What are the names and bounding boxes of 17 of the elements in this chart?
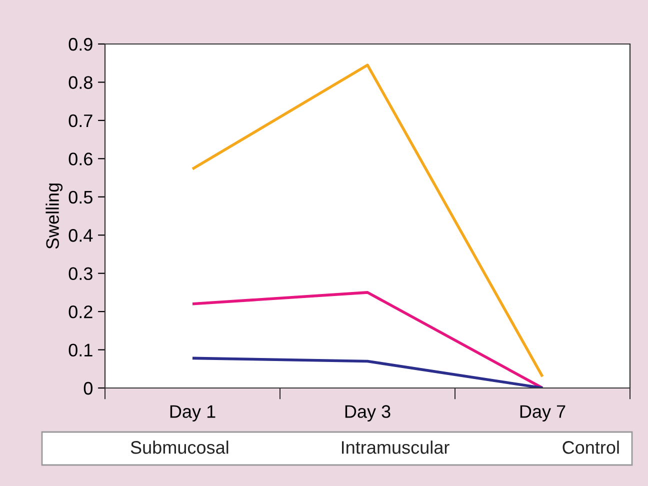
y-tick-label: 0.4 <box>68 229 93 242</box>
x-tick-label: Day 7 <box>520 405 566 422</box>
x-tick-label: Day 1 <box>170 405 216 422</box>
y-tick-label: 0.5 <box>68 190 92 204</box>
y-tick-label: 0.9 <box>68 38 92 51</box>
y-tick-label: 0.8 <box>68 76 92 89</box>
text: Control <box>562 440 619 454</box>
text: Submucosal <box>130 440 228 454</box>
y-tick-label: 0.7 <box>68 114 92 128</box>
y-tick-label: 0.2 <box>68 305 92 318</box>
y-tick-label: 0.1 <box>68 344 92 356</box>
y-tick-label: 0.6 <box>68 152 92 166</box>
y-tick-label: 0.3 <box>68 267 92 280</box>
x-tick-label: Day 3 <box>345 405 390 422</box>
y-tick-label: 0 <box>84 382 92 395</box>
text: Intramuscular <box>342 440 450 454</box>
y-axis-title: Swelling <box>46 184 63 249</box>
